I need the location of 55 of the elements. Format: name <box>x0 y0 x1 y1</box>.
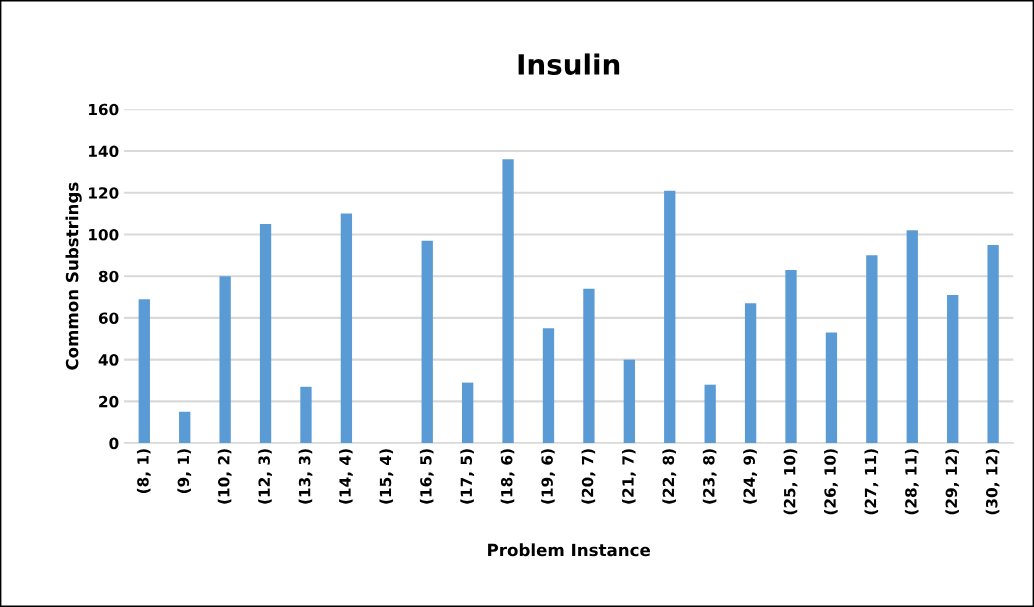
bar <box>704 384 716 444</box>
bar <box>502 159 514 444</box>
x-tick-label: (24, 9) <box>743 449 757 504</box>
bar <box>785 269 797 444</box>
bar <box>866 255 878 444</box>
bar <box>259 224 272 444</box>
x-tick-label: (8, 1) <box>136 449 151 493</box>
x-tick-label: (19, 6) <box>541 449 555 504</box>
bar <box>664 190 676 444</box>
x-tick-label: (16, 5) <box>419 449 434 504</box>
bar <box>825 332 838 444</box>
bar <box>219 276 231 444</box>
x-tick-label: (30, 12) <box>985 449 1000 515</box>
y-tick-label: 20 <box>99 395 119 408</box>
x-tick-label: (13, 3) <box>298 449 313 504</box>
bar <box>744 303 757 444</box>
x-tick-label: (18, 6) <box>500 449 515 504</box>
chart-title: Insulin <box>518 53 620 75</box>
bar <box>987 244 999 444</box>
x-tick-label: (29, 12) <box>945 449 960 515</box>
x-tick-label: (17, 5) <box>460 449 475 504</box>
x-tick-label: (12, 3) <box>258 449 272 504</box>
bar <box>947 294 959 444</box>
bar <box>340 213 353 444</box>
x-tick-label: (21, 7) <box>621 449 636 504</box>
x-tick-label: (20, 7) <box>581 449 596 504</box>
bar <box>583 288 595 444</box>
bar <box>623 359 635 444</box>
y-tick-label: 120 <box>89 187 119 199</box>
y-axis-title: Common Substrings <box>65 182 82 370</box>
x-tick-label: (25, 10) <box>783 449 798 515</box>
bar <box>300 386 312 444</box>
x-axis-title: Problem Instance <box>488 543 651 557</box>
y-tick-label: 80 <box>98 270 119 283</box>
x-tick-label: (10, 2) <box>217 449 232 504</box>
bar <box>542 328 555 444</box>
bar <box>906 230 918 444</box>
y-tick-label: 40 <box>98 354 119 366</box>
bar <box>461 382 474 444</box>
x-tick-label: (27, 11) <box>864 449 879 515</box>
y-tick-label: 100 <box>89 228 119 241</box>
x-tick-label: (23, 8) <box>702 449 717 504</box>
bar <box>421 240 433 444</box>
x-tick-label: (22, 8) <box>662 449 677 504</box>
y-tick-label: 160 <box>89 103 119 116</box>
y-tick-label: 140 <box>89 145 119 158</box>
bar <box>179 411 191 444</box>
x-tick-label: (14, 4) <box>339 449 353 504</box>
x-tick-label: (15, 4) <box>379 449 394 504</box>
y-tick-label: 0 <box>109 437 119 450</box>
y-tick-label: 60 <box>98 312 119 324</box>
bar <box>138 299 150 444</box>
x-tick-label: (28, 11) <box>904 449 919 515</box>
x-tick-label: (9, 1) <box>177 449 192 493</box>
x-tick-label: (26, 10) <box>824 449 838 515</box>
